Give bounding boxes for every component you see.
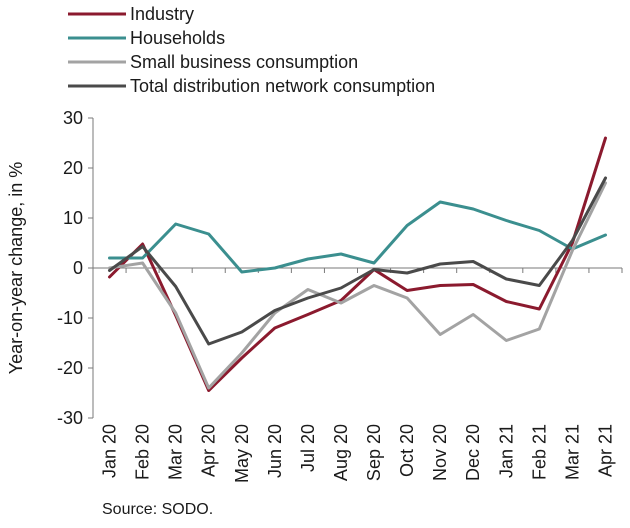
- x-tick-label: Apr 20: [199, 424, 219, 477]
- source-note: Source: SODO.: [102, 501, 213, 518]
- y-tick-label: -20: [57, 358, 83, 378]
- x-tick-label: Jul 20: [298, 424, 318, 472]
- legend-label-2: Households: [130, 28, 225, 48]
- y-tick-label: -10: [57, 308, 83, 328]
- x-tick-label: Mar 21: [562, 424, 582, 480]
- x-tick-label: Sep 20: [364, 424, 384, 481]
- series-line-3: [108, 181, 607, 390]
- y-tick-label: 10: [63, 208, 83, 228]
- y-tick-label: 0: [73, 258, 83, 278]
- x-tick-label: Nov 20: [430, 424, 450, 481]
- x-tick-label: Dec 20: [463, 424, 483, 481]
- x-tick-label: Feb 21: [529, 424, 549, 480]
- y-tick-label: 30: [63, 108, 83, 128]
- legend-label-3: Small business consumption: [130, 52, 358, 72]
- x-tick-label: Jan 21: [496, 424, 516, 478]
- x-tick-label: Mar 20: [166, 424, 186, 480]
- legend-label-4: Total distribution network consumption: [130, 76, 435, 96]
- x-tick-label: Feb 20: [133, 424, 153, 480]
- series-line-4: [108, 176, 607, 346]
- x-tick-label: May 20: [232, 424, 252, 483]
- x-tick-label: Jun 20: [265, 424, 285, 478]
- legend-label-1: Industry: [130, 4, 194, 24]
- y-tick-label: 20: [63, 158, 83, 178]
- series-line-1: [108, 136, 607, 392]
- y-tick-label: -30: [57, 408, 83, 428]
- x-tick-label: Apr 21: [595, 424, 615, 477]
- x-tick-label: Jan 20: [100, 424, 120, 478]
- x-tick-label: Aug 20: [331, 424, 351, 481]
- x-tick-label: Oct 20: [397, 424, 417, 477]
- series-line-2: [108, 200, 607, 274]
- y-axis-title: Year-on-year change, in %: [6, 162, 26, 374]
